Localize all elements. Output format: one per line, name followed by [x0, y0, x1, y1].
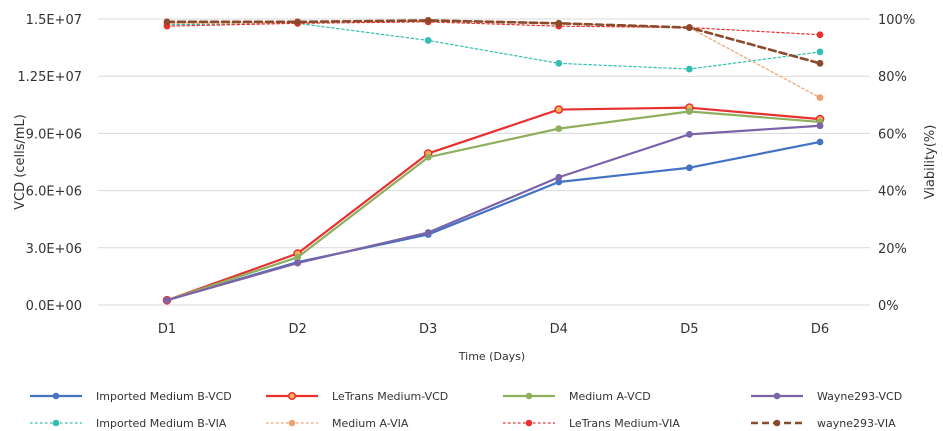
- legend-marker: [525, 419, 533, 427]
- legend-marker: [52, 419, 60, 427]
- right-axis-ticks: 0% 20% 40% 60% 80% 100%: [878, 13, 915, 314]
- data-point: [816, 31, 824, 39]
- left-axis-ticks: 0.0E+00 3.0E+06 6.0E+06 9.0E+06 1.25E+07 1.5E…: [17, 13, 82, 314]
- x-tick-label: D2: [288, 322, 306, 337]
- series-line: [165, 140, 822, 302]
- legend-label: wayne293-VIA: [817, 417, 896, 430]
- data-point: [816, 94, 824, 102]
- x-tick-label: D3: [419, 322, 437, 337]
- data-point: [424, 37, 432, 44]
- series-line: [166, 19, 821, 99]
- legend-label: Wayne293-VCD: [817, 390, 902, 403]
- legend-label: Imported Medium B-VCD: [96, 390, 232, 403]
- data-point: [294, 259, 301, 267]
- series-line: [165, 19, 822, 65]
- gridlines: [98, 18, 870, 306]
- series-line: [166, 21, 821, 36]
- data-point: [294, 18, 301, 26]
- y-tick-label: 3.0E+06: [26, 242, 82, 257]
- data-point: [686, 108, 693, 115]
- data-point: [816, 59, 824, 67]
- legend-marker: [525, 392, 533, 400]
- data-point: [163, 296, 171, 304]
- x-axis-title: Time (Days): [458, 350, 525, 363]
- legend: Imported Medium B-VCD LeTrans Medium-VCD M…: [30, 390, 902, 430]
- legend-label: LeTrans Medium-VIA: [569, 417, 680, 430]
- data-point: [555, 19, 563, 27]
- y-tick-label: 6.0E+06: [26, 185, 82, 200]
- y-tick-label: 1.5E+07: [26, 13, 82, 28]
- data-point: [424, 153, 432, 161]
- data-point: [555, 125, 563, 133]
- data-point: [686, 24, 693, 31]
- legend-marker: [773, 392, 781, 400]
- x-tick-label: D1: [158, 322, 176, 337]
- data-point: [424, 17, 432, 24]
- data-point: [686, 130, 693, 138]
- data-point: [816, 122, 824, 130]
- data-point: [555, 173, 563, 181]
- legend-label: LeTrans Medium-VCD: [332, 390, 448, 403]
- data-point: [554, 105, 564, 114]
- y2-tick-label: 100%: [878, 13, 915, 28]
- series-lines: [162, 17, 825, 305]
- data-point: [686, 164, 693, 172]
- data-point: [816, 138, 824, 146]
- y2-tick-label: 60%: [878, 127, 907, 142]
- data-point: [816, 48, 824, 56]
- data-point: [294, 253, 301, 261]
- data-point: [555, 178, 563, 186]
- data-point: [163, 18, 171, 26]
- y-tick-label: 0.0E+00: [26, 299, 82, 314]
- legend-label: Medium A-VIA: [332, 417, 409, 430]
- y2-tick-label: 0%: [878, 299, 899, 314]
- x-axis-ticks: D1 D2 D3 D4 D5 D6: [158, 322, 829, 337]
- y2-tick-label: 20%: [878, 242, 907, 257]
- y-axis-title: VCD (cells/mL): [13, 114, 28, 210]
- x-tick-label: D5: [680, 322, 698, 337]
- series-line: [165, 110, 822, 302]
- legend-marker: [287, 391, 297, 401]
- series-line: [165, 106, 822, 302]
- x-tick-label: D4: [550, 322, 568, 337]
- x-tick-label: D6: [811, 322, 829, 337]
- y2-tick-label: 80%: [878, 70, 907, 85]
- series-line: [165, 124, 822, 302]
- legend-marker: [52, 392, 60, 400]
- data-point: [555, 59, 563, 67]
- y2-tick-label: 40%: [878, 185, 907, 200]
- y-tick-label: 9.0E+06: [26, 127, 82, 142]
- series-line: [166, 22, 821, 70]
- y-tick-label: 1.25E+07: [17, 70, 82, 85]
- legend-label: Medium A-VCD: [569, 390, 651, 403]
- data-point: [424, 229, 432, 236]
- legend-label: Imported Medium B-VIA: [96, 417, 227, 430]
- y2-axis-title: Viability(%): [923, 125, 938, 200]
- data-point: [686, 65, 693, 73]
- legend-marker: [288, 419, 296, 427]
- legend-marker: [773, 419, 781, 427]
